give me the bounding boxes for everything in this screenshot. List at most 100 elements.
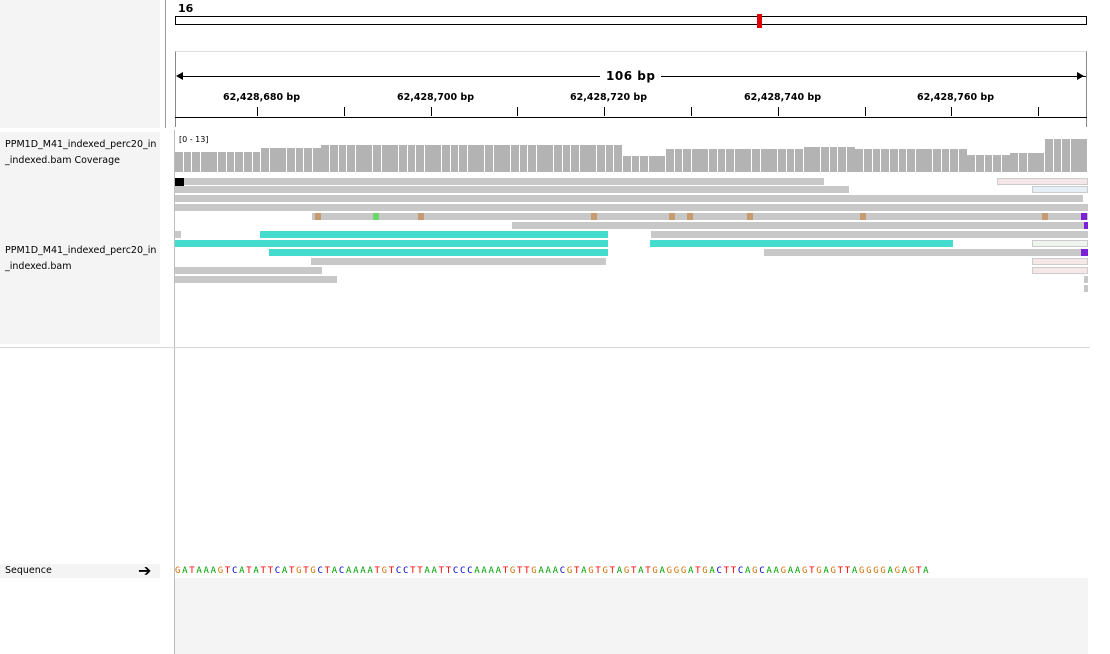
coverage-bar[interactable] [846,147,855,172]
coverage-bar[interactable] [330,145,338,172]
coverage-bar[interactable] [433,145,442,172]
read[interactable] [512,222,1088,229]
coverage-bar[interactable] [700,149,709,172]
coverage-bar[interactable] [588,145,597,172]
coverage-bar[interactable] [1053,139,1062,172]
sequence-track[interactable]: GATAAAGTCATATTCATGTGCTACAAAATGTCCTTAATTC… [175,566,1088,578]
read[interactable] [175,186,849,193]
read[interactable] [1032,258,1088,265]
coverage-bar[interactable] [200,152,209,172]
coverage-bar[interactable] [752,149,760,172]
coverage-bar[interactable] [640,156,648,172]
coverage-bar[interactable] [691,149,700,172]
coverage-bar[interactable] [657,156,666,172]
sequence-name-cell[interactable]: Sequence [0,564,160,578]
coverage-bar[interactable] [1001,155,1010,172]
read[interactable] [1084,285,1088,292]
coverage-bar[interactable] [579,145,588,172]
coverage-bar[interactable] [553,145,562,172]
coverage-bar[interactable] [1019,153,1027,172]
read[interactable] [1084,276,1088,283]
coverage-bar[interactable] [450,145,459,172]
coverage-bar[interactable] [571,145,580,172]
coverage-bar[interactable] [1010,153,1019,172]
coverage-bar[interactable] [398,145,407,172]
coverage-bar[interactable] [907,149,915,172]
coverage-bar[interactable] [545,145,554,172]
coverage-bar[interactable] [459,145,468,172]
coverage-bar[interactable] [476,145,485,172]
read[interactable] [311,258,606,265]
alignment-name-cell[interactable]: PPM1D_M41_indexed_perc20_in _indexed.bam [0,176,160,344]
coverage-bar[interactable] [373,145,381,172]
coverage-bar[interactable] [312,148,321,172]
coverage-bar[interactable] [502,145,511,172]
read[interactable] [1032,267,1088,274]
coverage-bar[interactable] [261,148,269,172]
coverage-bar[interactable] [803,147,812,172]
coverage-bar[interactable] [278,148,287,172]
coverage-bar[interactable] [709,149,717,172]
coverage-bar[interactable] [347,145,356,172]
coverage-bar[interactable] [622,156,631,172]
coverage-bar[interactable] [1036,153,1045,172]
coverage-bar[interactable] [226,152,235,172]
read[interactable] [175,195,1083,202]
coverage-bar[interactable] [795,149,803,172]
coverage-bar[interactable] [829,147,838,172]
coverage-bar[interactable] [416,145,424,172]
coverage-bar[interactable] [390,145,399,172]
coverage-bar[interactable] [855,149,864,172]
coverage-bar[interactable] [777,149,786,172]
coverage-bar[interactable] [631,156,640,172]
coverage-bar[interactable] [665,149,674,172]
coverage-bar[interactable] [407,145,416,172]
coverage-bar[interactable] [381,145,390,172]
insertion-marker[interactable] [175,178,184,187]
coverage-bar[interactable] [726,149,735,172]
panel-divider[interactable] [165,0,166,128]
coverage-bar[interactable] [924,149,933,172]
coverage-bar[interactable] [889,149,898,172]
coverage-bar[interactable] [218,152,226,172]
coverage-bar[interactable] [993,155,1002,172]
coverage-bar[interactable] [1044,139,1053,172]
coverage-bar[interactable] [175,152,183,172]
soft-clipped-read[interactable] [260,231,608,238]
coverage-bar[interactable] [976,155,984,172]
coverage-bar[interactable] [536,145,545,172]
read[interactable] [1032,240,1088,247]
alignment-track[interactable] [175,176,1088,346]
coverage-bar[interactable] [493,145,502,172]
read[interactable] [997,178,1088,185]
read[interactable] [1032,186,1088,193]
coverage-bar[interactable] [321,145,330,172]
coverage-bar[interactable] [338,145,347,172]
read[interactable] [764,249,1084,256]
coverage-bar[interactable] [235,152,244,172]
coverage-bar[interactable] [743,149,752,172]
read[interactable] [312,213,1088,220]
coverage-bar[interactable] [295,148,304,172]
ruler-panel[interactable] [175,51,1087,127]
coverage-bar[interactable] [209,152,218,172]
coverage-bar[interactable] [597,145,605,172]
coverage-bar[interactable] [304,148,312,172]
coverage-bar[interactable] [674,149,683,172]
coverage-bar[interactable] [424,145,433,172]
coverage-bar[interactable] [605,145,614,172]
coverage-bar[interactable] [286,148,295,172]
arrow-right-icon[interactable]: ➔ [138,561,152,580]
coverage-bar[interactable] [838,147,847,172]
read[interactable] [175,267,322,274]
coverage-bar[interactable] [562,145,571,172]
coverage-bar[interactable] [881,149,890,172]
coverage-bar[interactable] [915,149,924,172]
coverage-bar[interactable] [820,147,829,172]
read[interactable] [175,276,337,283]
coverage-bar[interactable] [252,152,261,172]
coverage-bar[interactable] [364,145,373,172]
coverage-bar[interactable] [958,149,967,172]
read[interactable] [184,178,824,185]
coverage-bar[interactable] [1079,139,1088,172]
